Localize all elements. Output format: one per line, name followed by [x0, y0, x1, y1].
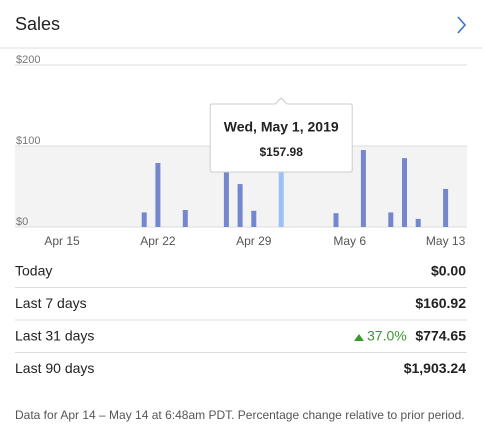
x-tick-label: Apr 15 [44, 234, 80, 248]
x-tick-label: May 6 [333, 234, 366, 248]
bar [388, 212, 394, 227]
chart: $0 $100 $200 Apr 15 Apr 22 Apr 29 May 6 May 13 W… [15, 54, 467, 248]
stat-label: Today [15, 263, 52, 279]
stat-value: $160.92 [415, 295, 466, 311]
y-tick-label: $200 [16, 54, 40, 66]
bar [223, 166, 229, 227]
stat-value: $774.65 [415, 328, 466, 344]
bar [155, 163, 161, 227]
x-tick-label: May 13 [426, 234, 466, 248]
bar [402, 158, 407, 227]
tooltip-title: Wed, May 1, 2019 [224, 119, 339, 135]
up-arrow [354, 334, 364, 341]
stat-value: $0.00 [431, 263, 466, 279]
chevron[interactable] [457, 16, 467, 34]
footnote: Data for Apr 14 – May 14 at 6:48am PDT. … [15, 408, 465, 422]
bar [333, 213, 339, 227]
bar [141, 212, 147, 227]
bar [251, 210, 257, 227]
stat-change: 37.0% [367, 328, 407, 344]
stat-value: $1,903.24 [404, 360, 466, 376]
bar [443, 188, 449, 227]
tooltip-value: $157.98 [260, 145, 304, 159]
stat-label: Last 31 days [15, 328, 94, 344]
x-tick-label: Apr 22 [140, 234, 176, 248]
stat-label: Last 7 days [15, 295, 87, 311]
bar [360, 150, 366, 227]
tooltip-box [209, 97, 353, 173]
x-tick-label: Apr 29 [236, 234, 272, 248]
bar [415, 218, 421, 227]
bar [237, 184, 243, 227]
stats-table: Today $0.00 Last 7 days $160.92 Last 31 days… [15, 263, 467, 376]
card-title: Sales [15, 14, 60, 34]
bar [182, 209, 188, 227]
tooltip: Wed, May 1, 2019 $157.98 [209, 97, 353, 173]
y-tick-label: $100 [16, 135, 40, 147]
stat-label: Last 90 days [15, 360, 94, 376]
y-tick-label: $0 [16, 216, 28, 228]
